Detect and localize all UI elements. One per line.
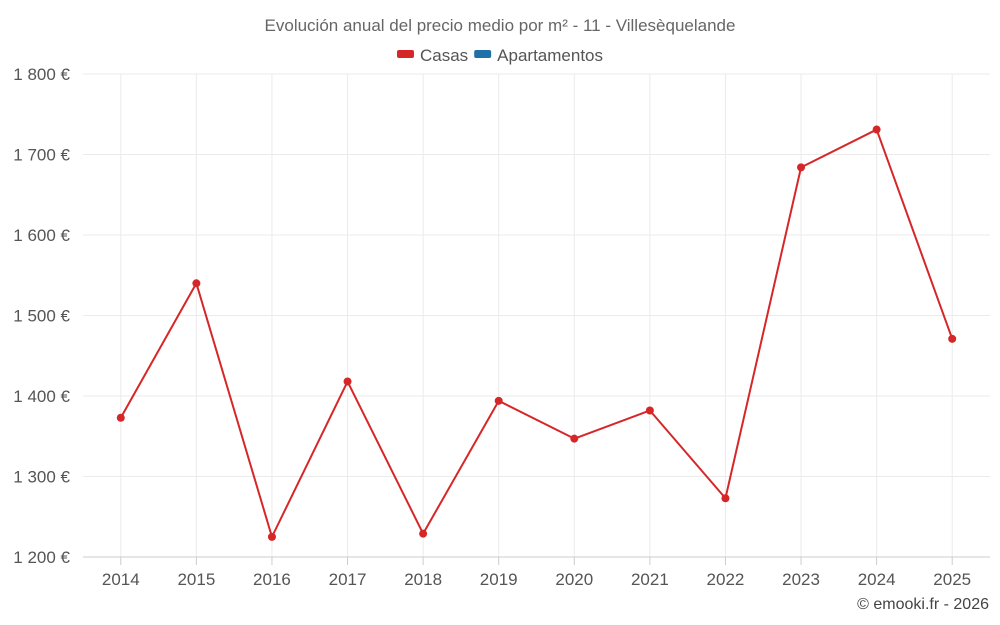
x-tick-label: 2020 bbox=[555, 570, 593, 589]
y-axis-ticks: 1 200 € 1 300 € 1 400 € 1 500 € 1 600 € 1 700… bbox=[13, 65, 70, 567]
y-tick-label: 1 400 € bbox=[13, 387, 70, 406]
legend-swatch bbox=[396, 50, 414, 58]
legend-label: Apartamentos bbox=[497, 46, 603, 65]
data-point[interactable] bbox=[267, 532, 276, 541]
data-point[interactable] bbox=[645, 406, 654, 415]
y-tick-label: 1 800 € bbox=[13, 65, 70, 84]
legend-item-casas[interactable]: Casas bbox=[396, 46, 468, 65]
x-tick-label: 2021 bbox=[631, 570, 669, 589]
data-point[interactable] bbox=[116, 413, 125, 422]
legend-label: Casas bbox=[420, 46, 468, 65]
chart-title: Evolución anual del precio medio por m² … bbox=[265, 16, 736, 35]
data-point[interactable] bbox=[343, 377, 352, 386]
x-tick-label: 2014 bbox=[102, 570, 140, 589]
data-point[interactable] bbox=[419, 529, 428, 538]
x-axis-ticks: 2014 2015 2016 2017 2018 2019 2020 2021 2022 2023… bbox=[102, 570, 971, 589]
y-tick-label: 1 300 € bbox=[13, 468, 70, 487]
legend-item-apartamentos[interactable]: Apartamentos bbox=[474, 46, 603, 65]
data-point[interactable] bbox=[948, 334, 957, 343]
data-point[interactable] bbox=[570, 434, 579, 443]
x-tick-label: 2024 bbox=[858, 570, 896, 589]
legend-swatch bbox=[474, 50, 492, 58]
x-tick-label: 2016 bbox=[253, 570, 291, 589]
grid bbox=[83, 73, 990, 558]
x-tick-label: 2023 bbox=[782, 570, 820, 589]
x-tick-label: 2015 bbox=[177, 570, 215, 589]
y-tick-label: 1 700 € bbox=[13, 146, 70, 165]
data-point[interactable] bbox=[192, 279, 201, 288]
x-tick-label: 2017 bbox=[329, 570, 367, 589]
legend: Casas Apartamentos bbox=[396, 46, 603, 65]
x-tick-label: 2025 bbox=[933, 570, 971, 589]
x-tick-label: 2019 bbox=[480, 570, 518, 589]
data-point[interactable] bbox=[872, 125, 881, 134]
x-tick-label: 2018 bbox=[404, 570, 442, 589]
data-point[interactable] bbox=[494, 396, 503, 405]
data-point[interactable] bbox=[721, 494, 730, 503]
series-layer bbox=[116, 125, 957, 541]
series-line-casas bbox=[119, 128, 954, 538]
y-tick-label: 1 600 € bbox=[13, 226, 70, 245]
credit-text: © emooki.fr - 2026 bbox=[857, 596, 989, 613]
y-tick-label: 1 500 € bbox=[13, 307, 70, 326]
axes bbox=[83, 556, 990, 565]
data-point[interactable] bbox=[797, 163, 806, 172]
y-tick-label: 1 200 € bbox=[13, 548, 70, 567]
x-tick-label: 2022 bbox=[707, 570, 745, 589]
